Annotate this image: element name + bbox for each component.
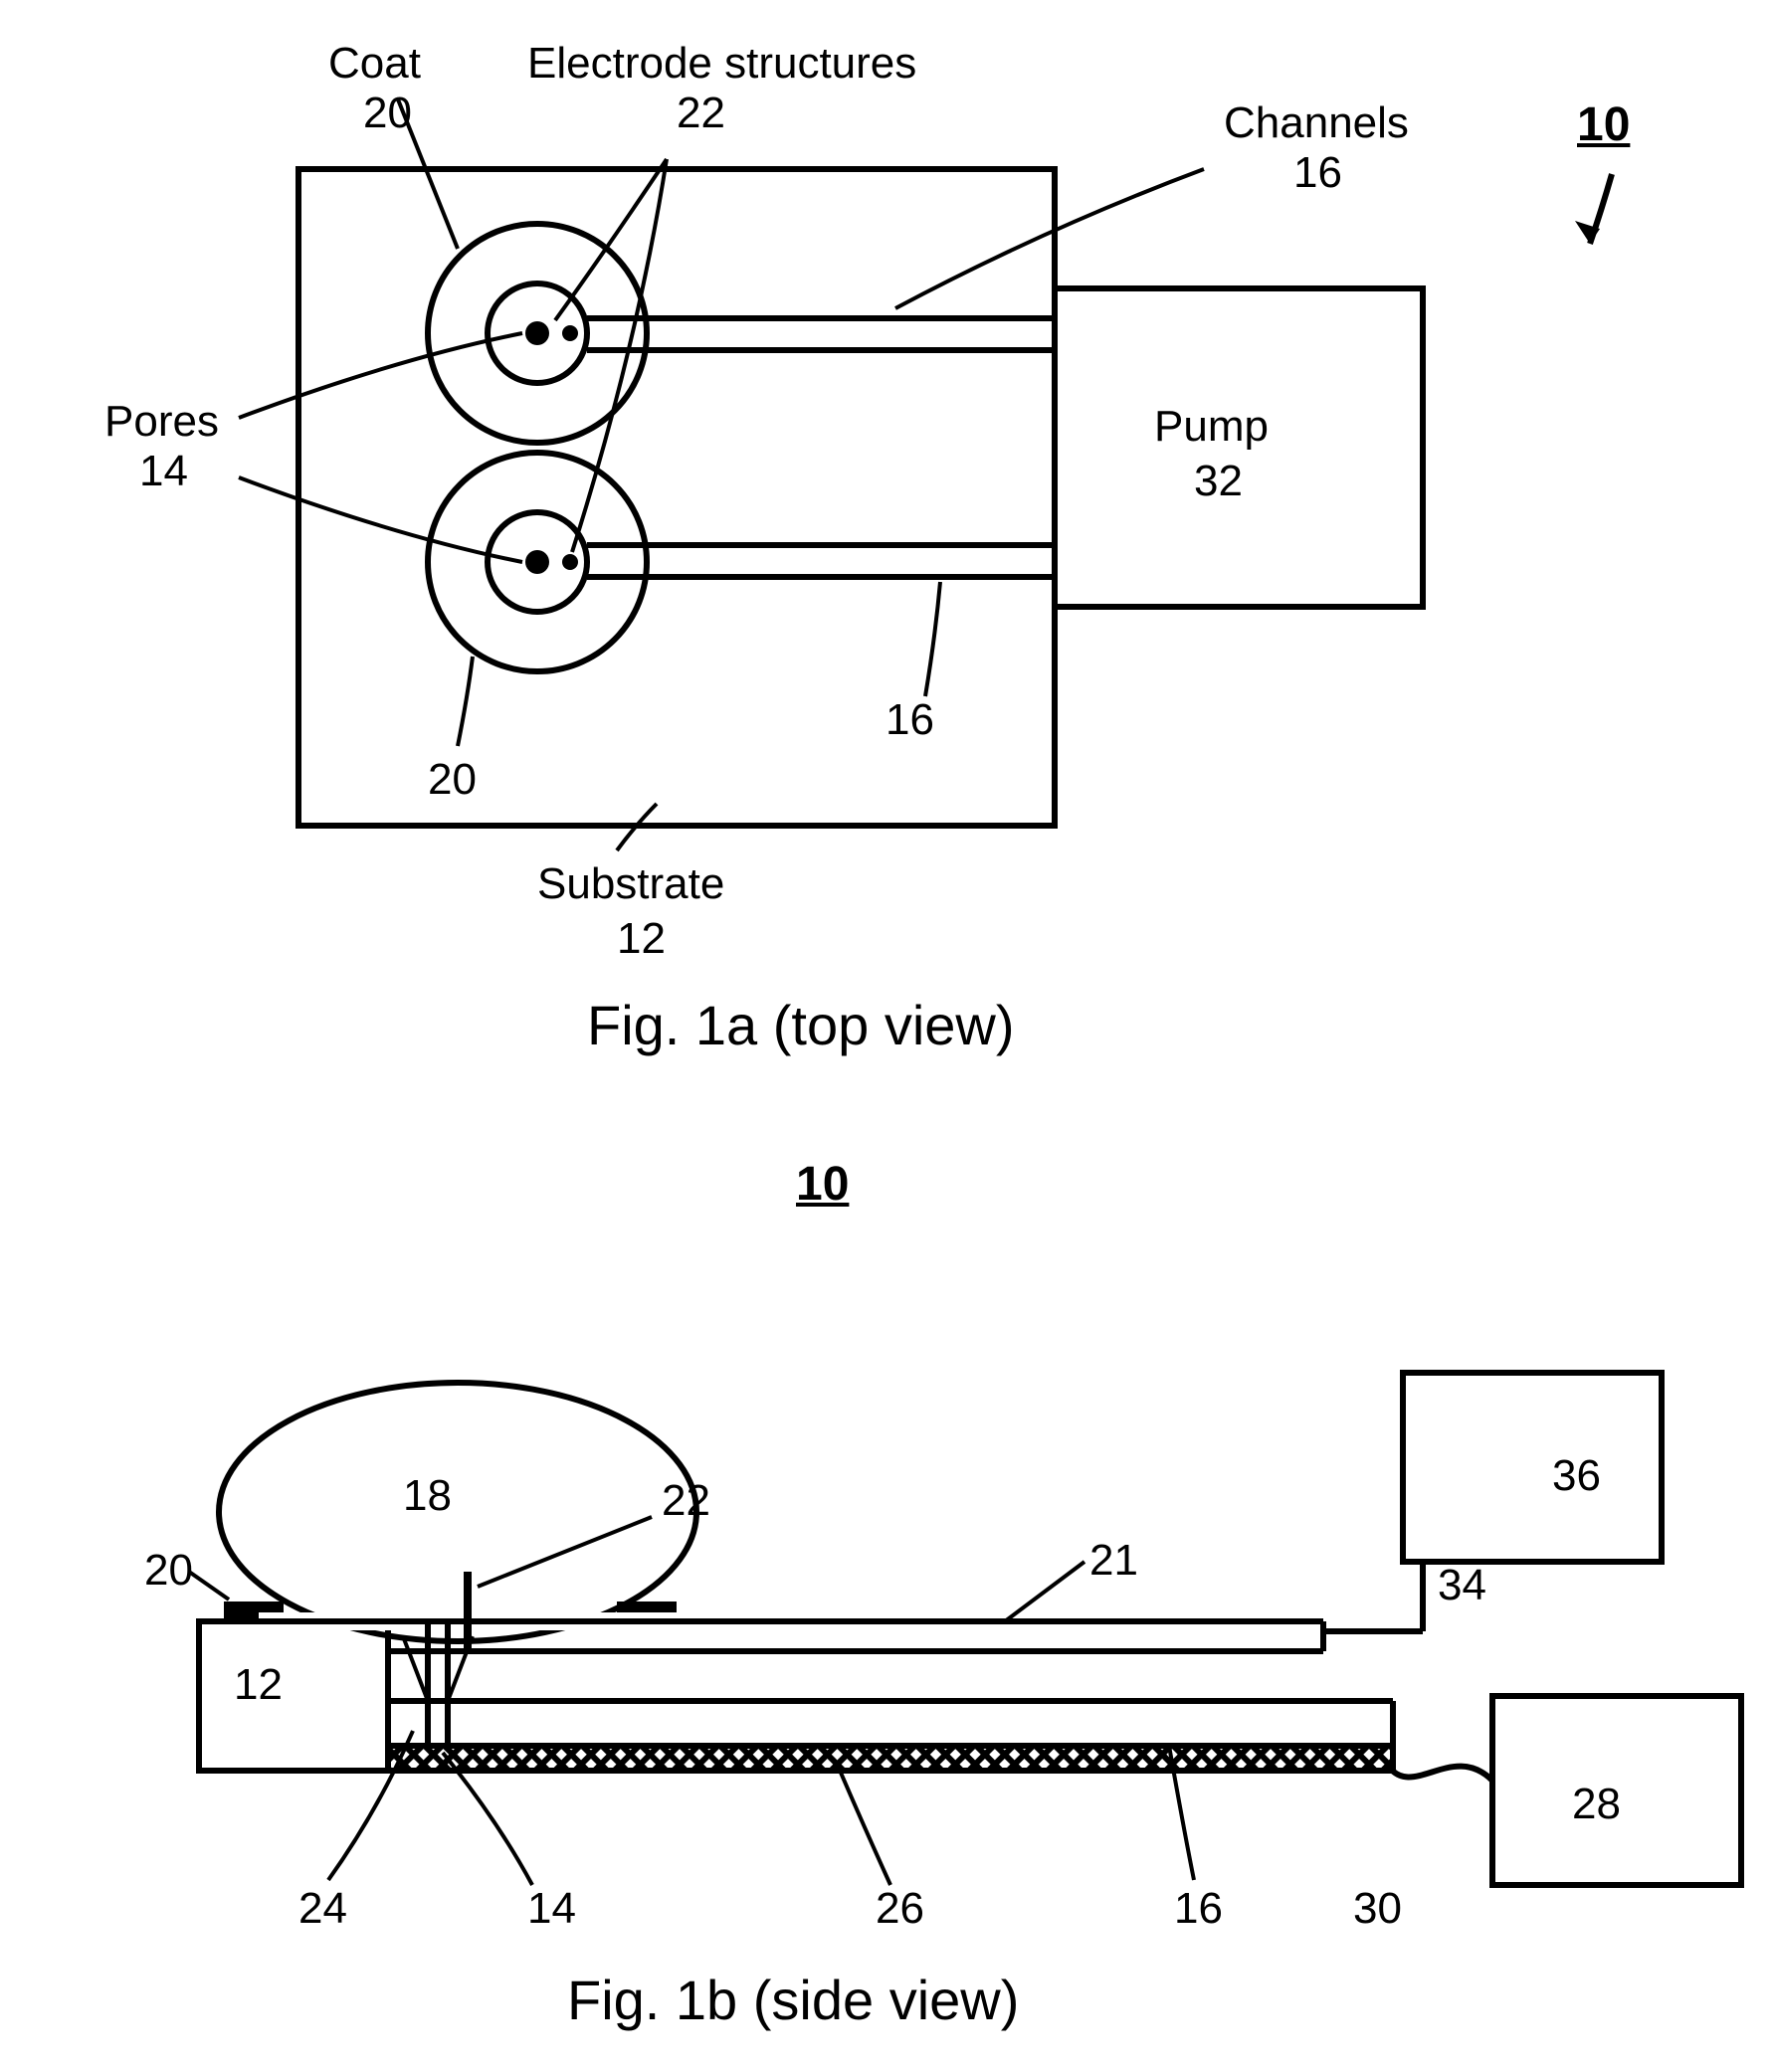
- funnel: [403, 1636, 473, 1701]
- num-22: 22: [662, 1477, 710, 1525]
- substrate-side: [199, 1621, 388, 1771]
- num-36: 36: [1552, 1452, 1601, 1500]
- leader-21-side: [1005, 1562, 1084, 1621]
- leader-26-side: [841, 1773, 890, 1885]
- fig1b-caption: Fig. 1b (side view): [567, 1970, 1019, 2031]
- num-30: 30: [1353, 1885, 1402, 1933]
- fig1b-ref10: 10: [796, 1159, 849, 1212]
- num-34: 34: [1438, 1562, 1486, 1609]
- hatched-plate: [388, 1746, 1393, 1771]
- num-16: 16: [1174, 1885, 1223, 1933]
- num-24: 24: [298, 1885, 347, 1933]
- leader-20-side: [189, 1572, 229, 1600]
- box-36: [1403, 1373, 1662, 1562]
- fig1b-svg: [0, 0, 1773, 2072]
- num-20: 20: [144, 1547, 193, 1595]
- leader-22-side: [478, 1517, 652, 1587]
- wire-30: [1388, 1766, 1492, 1781]
- cell-ellipse: [219, 1383, 696, 1641]
- num-12: 12: [234, 1661, 283, 1709]
- num-21: 21: [1089, 1537, 1138, 1585]
- num-28: 28: [1572, 1781, 1621, 1828]
- num-26: 26: [876, 1885, 924, 1933]
- num-14: 14: [527, 1885, 576, 1933]
- num-18: 18: [403, 1472, 452, 1520]
